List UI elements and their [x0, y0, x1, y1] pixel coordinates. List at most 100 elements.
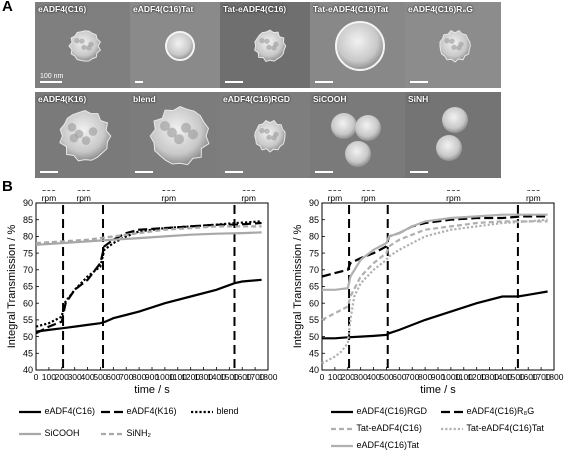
series-line: [322, 213, 548, 291]
rpm-label: rpm: [76, 193, 91, 203]
legend-entry: eADF4(C16)R₈G: [440, 406, 534, 416]
rpm-label: rpm: [42, 193, 57, 203]
rpm-label: rpm: [328, 193, 343, 203]
series-line: [35, 225, 262, 245]
x-tick-label: 1700: [532, 372, 551, 382]
series-line: [321, 215, 548, 278]
legend-label: eADF4(C16): [42, 406, 96, 416]
particle-image: [149, 106, 210, 166]
particle-image: [335, 21, 385, 71]
sem-tile: eADF4(C16)R₈G: [405, 2, 501, 88]
sem-tile-label: eADF4(K16): [38, 94, 87, 104]
legend-entry: eADF4(C16)Tat: [330, 440, 419, 450]
x-tick-label: 1600: [233, 372, 252, 382]
sem-tile: eADF4(C16)RGD: [220, 92, 316, 178]
sem-tile-label: eADF4(C16): [38, 4, 87, 14]
x-tick-label: 1800: [259, 372, 278, 382]
particle-image: [331, 113, 381, 167]
y-tick-label: 55: [309, 315, 319, 325]
x-tick-label: 1500: [220, 372, 239, 382]
legend-swatch: [191, 410, 213, 413]
y-tick-label: 65: [309, 282, 319, 292]
legend-label: SiCOOH: [42, 428, 80, 438]
sem-tile: Tat-eADF4(C16)Tat: [310, 2, 406, 88]
x-tick-label: 1500: [506, 372, 525, 382]
sem-tile: SiCOOH: [310, 92, 406, 178]
legend-label: Tat-eADF4(C16): [354, 423, 422, 433]
x-tick-label: 0: [320, 372, 325, 382]
x-tick-label: 900: [431, 372, 445, 382]
y-tick-label: 60: [309, 298, 319, 308]
x-tick-label: 100: [328, 372, 342, 382]
y-tick-label: 50: [23, 332, 33, 342]
scale-bar: [225, 81, 243, 83]
y-tick-label: 70: [309, 265, 319, 275]
particle-image: [436, 107, 468, 161]
rpm-label: rpm: [526, 193, 541, 203]
legend-label: blend: [214, 406, 239, 416]
x-tick-label: 900: [145, 372, 159, 382]
legend-label: eADF4(C16)R₈G: [464, 406, 535, 416]
particle-image: [254, 29, 287, 62]
scale-bar: [40, 81, 62, 83]
y-tick-label: 75: [309, 248, 319, 258]
legend-label: SiNH₂: [124, 428, 152, 438]
legend-entry: Tat-eADF4(C16)Tat: [440, 423, 544, 433]
panel-b-label: B: [2, 178, 13, 195]
particle-image: [59, 110, 112, 162]
sem-tile-label: Tat-eADF4(C16): [223, 4, 287, 14]
y-axis-label: Integral Transmission / %: [6, 225, 18, 349]
chart-left: 40 45 50 55 60 65 70 75 80 85 90 0 100 200 300 400 500 60…: [0, 183, 285, 400]
y-tick-label: 50: [309, 332, 319, 342]
series-line: [321, 218, 548, 365]
x-tick-label: 700: [119, 372, 133, 382]
sem-tile-label: Tat-eADF4(C16)Tat: [313, 4, 389, 14]
x-tick-label: 400: [366, 372, 380, 382]
x-tick-label: 1000: [155, 372, 174, 382]
y-tick-label: 90: [23, 198, 33, 208]
sem-tile-label: eADF4(C16)Tat: [133, 4, 194, 14]
x-tick-label: 0: [34, 372, 39, 382]
y-tick-label: 85: [23, 215, 33, 225]
x-tick-label: 200: [55, 372, 69, 382]
legend-swatch: [331, 427, 353, 430]
x-tick-label: 200: [341, 372, 355, 382]
y-tick-label: 40: [309, 365, 319, 375]
sem-tile-label: eADF4(C16)R₈G: [408, 4, 473, 14]
series-line: [322, 290, 548, 340]
legend-swatch: [19, 410, 41, 413]
series-line: [35, 278, 262, 333]
x-tick-label: 1100: [455, 372, 474, 382]
x-tick-label: 1700: [246, 372, 265, 382]
scale-bar: [135, 171, 153, 173]
particle-image: [254, 119, 286, 153]
x-tick-label: 1200: [467, 372, 486, 382]
x-tick-label: 1200: [181, 372, 200, 382]
x-tick-label: 600: [392, 372, 406, 382]
scale-bar: [315, 171, 333, 173]
x-tick-label: 1100: [169, 372, 188, 382]
x-tick-label: 700: [405, 372, 419, 382]
y-tick-label: 80: [23, 232, 33, 242]
legend-swatch: [101, 432, 123, 435]
x-tick-label: 1300: [194, 372, 213, 382]
x-tick-label: 100: [42, 372, 56, 382]
legend-entry: SiNH₂: [100, 428, 151, 438]
sem-tile-label: SiCOOH: [313, 94, 347, 104]
legend-swatch: [19, 432, 41, 435]
y-axis-label: Integral Transmission / %: [292, 225, 304, 349]
y-tick-label: 45: [23, 349, 33, 359]
sem-tile: eADF4(C16) 100 nm: [35, 2, 131, 88]
sem-tile-label: SiNH: [408, 94, 429, 104]
legend-entry: blend: [190, 406, 239, 416]
x-tick-label: 1400: [207, 372, 226, 382]
legend-entry: eADF4(C16)RGD: [330, 406, 427, 416]
legend-label: eADF4(C16)Tat: [354, 440, 420, 450]
series-line: [321, 220, 548, 321]
rpm-label: rpm: [241, 193, 256, 203]
y-tick-label: 90: [309, 198, 319, 208]
x-tick-label: 1800: [545, 372, 564, 382]
legend-entry: Tat-eADF4(C16): [330, 423, 422, 433]
scale-bar: [225, 171, 243, 173]
scale-bar: [40, 171, 58, 173]
